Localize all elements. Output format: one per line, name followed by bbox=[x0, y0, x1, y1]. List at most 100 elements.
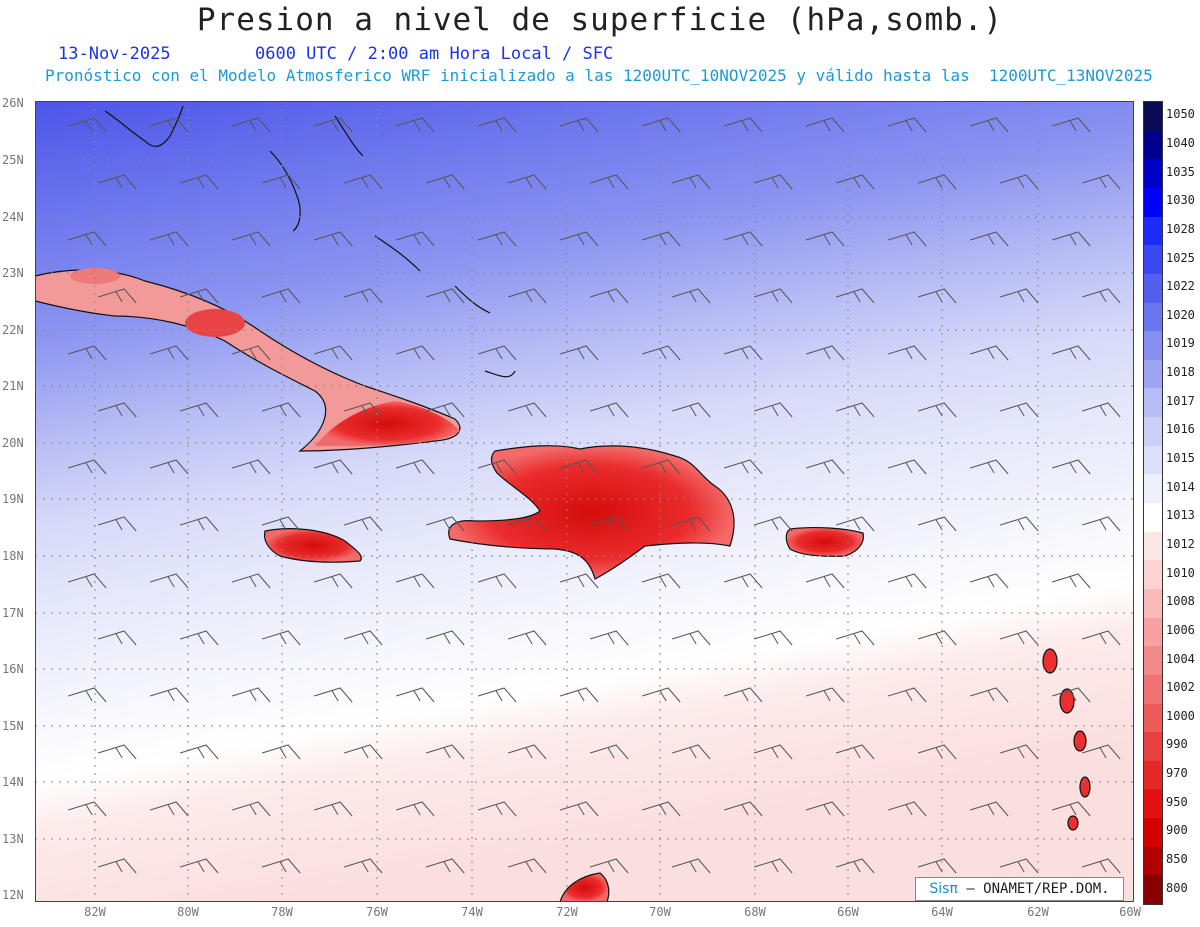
wind-barb bbox=[1000, 402, 1039, 418]
model-info: Pronóstico con el Modelo Atmosferico WRF… bbox=[45, 66, 1153, 85]
colorbar-segment bbox=[1144, 703, 1162, 733]
wind-barb bbox=[426, 402, 465, 418]
wind-barb bbox=[918, 516, 957, 532]
colorbar-label: 1000 bbox=[1166, 708, 1195, 723]
wind-barb bbox=[724, 801, 763, 817]
wind-barb bbox=[344, 858, 383, 874]
wind-barb bbox=[806, 345, 845, 361]
wind-barb bbox=[754, 516, 793, 532]
lon-label: 66W bbox=[837, 905, 859, 919]
colorbar-label: 1015 bbox=[1166, 451, 1195, 466]
wind-barb bbox=[724, 687, 763, 703]
colorbar-label: 1002 bbox=[1166, 680, 1195, 695]
wind-barb bbox=[508, 630, 547, 646]
colorbar-label: 970 bbox=[1166, 766, 1188, 781]
wind-barb bbox=[754, 288, 793, 304]
wind-barb bbox=[560, 801, 599, 817]
sispi-logo: Sisπ bbox=[929, 881, 958, 897]
bahamas-outlines bbox=[104, 105, 516, 378]
wind-barb bbox=[672, 174, 711, 190]
lon-label: 74W bbox=[461, 905, 483, 919]
wind-barb bbox=[396, 801, 435, 817]
wind-barb bbox=[836, 744, 875, 760]
wind-barb bbox=[98, 174, 137, 190]
wind-barb bbox=[672, 402, 711, 418]
colorbar-segment bbox=[1144, 359, 1162, 389]
wind-barb bbox=[590, 174, 629, 190]
colorbar-segment bbox=[1144, 216, 1162, 246]
wind-barb bbox=[888, 801, 927, 817]
lon-label: 70W bbox=[649, 905, 671, 919]
colorbar-segment bbox=[1144, 474, 1162, 504]
wind-barb bbox=[1000, 288, 1039, 304]
wind-barb bbox=[1082, 174, 1121, 190]
wind-barb bbox=[478, 687, 517, 703]
wind-barb bbox=[314, 117, 353, 133]
colorbar-segment bbox=[1144, 588, 1162, 619]
colorbar-segment bbox=[1144, 789, 1162, 819]
lon-label: 64W bbox=[931, 905, 953, 919]
wind-barb bbox=[1000, 630, 1039, 646]
pressure-map bbox=[35, 101, 1134, 902]
wind-barb bbox=[396, 459, 435, 475]
wind-barb bbox=[806, 117, 845, 133]
wind-barb bbox=[754, 402, 793, 418]
wind-barb bbox=[1000, 744, 1039, 760]
colorbar-label: 950 bbox=[1166, 794, 1188, 809]
wind-barb bbox=[888, 117, 927, 133]
wind-barb bbox=[396, 117, 435, 133]
colorbar bbox=[1143, 101, 1163, 905]
wind-barb bbox=[1052, 345, 1091, 361]
wind-barb bbox=[918, 174, 957, 190]
wind-barb bbox=[232, 459, 271, 475]
wind-barb bbox=[754, 174, 793, 190]
lat-label: 17N bbox=[2, 606, 24, 620]
wind-barb bbox=[232, 573, 271, 589]
colorbar-label: 1013 bbox=[1166, 508, 1195, 523]
colorbar-segment bbox=[1144, 875, 1162, 905]
valid-time: 0600 UTC / 2:00 am Hora Local / SFC bbox=[255, 44, 614, 64]
wind-barb bbox=[970, 573, 1009, 589]
lat-label: 14N bbox=[2, 775, 24, 789]
wind-barb bbox=[98, 744, 137, 760]
colorbar-segment bbox=[1144, 646, 1162, 676]
forecast-date: 13-Nov-2025 bbox=[58, 44, 171, 64]
colorbar-segment bbox=[1144, 273, 1162, 303]
wind-barb bbox=[1082, 858, 1121, 874]
wind-barb bbox=[150, 345, 189, 361]
wind-barb bbox=[68, 345, 107, 361]
wind-barb bbox=[426, 630, 465, 646]
wind-barb bbox=[478, 801, 517, 817]
lat-label: 15N bbox=[2, 719, 24, 733]
wind-barb bbox=[68, 459, 107, 475]
colorbar-segment bbox=[1144, 331, 1162, 361]
lat-label: 18N bbox=[2, 549, 24, 563]
colorbar-label: 1035 bbox=[1166, 164, 1195, 179]
colorbar-label: 800 bbox=[1166, 880, 1188, 895]
wind-barb bbox=[314, 573, 353, 589]
wind-barb bbox=[180, 402, 219, 418]
wind-barb bbox=[590, 744, 629, 760]
lat-label: 23N bbox=[2, 266, 24, 280]
lat-label: 21N bbox=[2, 379, 24, 393]
wind-barb bbox=[560, 117, 599, 133]
wind-barb bbox=[806, 231, 845, 247]
colorbar-segment bbox=[1144, 617, 1162, 647]
wind-barb bbox=[560, 687, 599, 703]
wind-barb bbox=[970, 687, 1009, 703]
lat-label: 13N bbox=[2, 832, 24, 846]
wind-barb bbox=[262, 858, 301, 874]
colorbar-label: 990 bbox=[1166, 737, 1188, 752]
colorbar-segment bbox=[1144, 531, 1162, 561]
colorbar-label: 1016 bbox=[1166, 422, 1195, 437]
colorbar-segment bbox=[1144, 818, 1162, 848]
wind-barb bbox=[314, 459, 353, 475]
wind-barb bbox=[1082, 516, 1121, 532]
wind-barb bbox=[98, 516, 137, 532]
wind-barb bbox=[754, 630, 793, 646]
wind-barb bbox=[754, 744, 793, 760]
wind-barb bbox=[642, 345, 681, 361]
wind-barb bbox=[836, 174, 875, 190]
lat-label: 24N bbox=[2, 210, 24, 224]
map-title: Presion a nivel de superficie (hPa,somb.… bbox=[196, 2, 1004, 38]
